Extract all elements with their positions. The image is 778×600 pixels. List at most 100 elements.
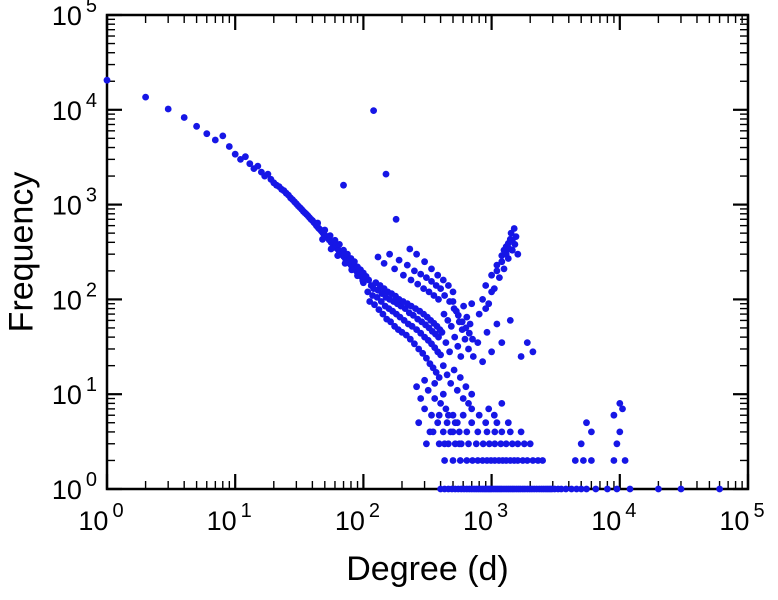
data-point [440,310,448,318]
data-point [465,400,472,407]
data-point [456,374,464,381]
data-point [219,132,227,140]
data-point [407,276,415,284]
data-point [421,258,428,266]
data-point [463,313,471,321]
data-point [421,376,428,384]
data-point [493,419,501,427]
data-point [455,428,463,436]
data-point [454,311,462,319]
data-point [423,274,430,281]
data-point [439,428,447,436]
data-point [506,317,514,324]
data-point [225,143,233,150]
data-point [370,107,377,114]
data-point [314,219,322,227]
data-point [442,405,450,413]
data-point [463,428,471,436]
data-point [459,395,467,402]
data-point [514,457,522,464]
data-point [364,288,372,296]
data-point [444,317,452,324]
data-point [506,428,514,436]
data-point [479,440,487,448]
data-point [379,310,387,318]
data-point [431,395,439,402]
data-point [331,236,339,244]
data-point [431,380,439,387]
y-tick-label: 10 0 [52,469,97,505]
data-point [500,265,508,273]
x-tick-label: 10 4 [591,500,636,536]
data-point [424,386,432,394]
data-point [474,428,482,436]
data-point [510,225,518,232]
data-point [409,311,417,319]
data-point [439,362,447,370]
data-point [400,271,407,279]
data-point [508,440,516,448]
data-point [421,405,428,413]
data-point [488,348,495,356]
data-point [460,302,467,310]
data-point [354,272,361,280]
data-point [468,390,476,398]
data-point [417,270,425,278]
data-point [482,305,490,312]
data-point [453,386,461,394]
data-point [445,282,452,289]
tick-labels: 10 0 10 1 10 2 10 3 10 4 10 5 10 0 10 1 10 2 10 3 10 4 10 5 [52,0,765,536]
data-point [458,318,466,326]
data-point [360,279,367,287]
data-point [319,235,326,243]
data-point [450,366,458,374]
data-point [428,265,435,273]
data-point [454,342,462,350]
data-point [441,457,448,464]
x-tick-label: 10 5 [719,500,764,536]
data-point [655,485,662,493]
data-point [496,274,503,281]
data-point [483,328,491,336]
data-point [435,333,442,341]
tick-marks [105,13,750,491]
data-point [387,318,394,326]
data-point [514,440,522,448]
data-point [439,390,447,398]
data-point [326,232,334,240]
data-point [365,276,373,284]
data-point [465,329,473,337]
data-point [517,428,525,436]
data-point [459,411,467,419]
data-point [613,440,621,448]
data-point [462,324,470,332]
data-point [434,271,442,279]
data-point [498,339,506,346]
y-tick-label: 10 5 [52,0,97,31]
data-point [539,457,546,464]
data-point [488,271,495,279]
data-point [493,320,501,328]
data-point [341,260,349,267]
data-point [411,267,418,275]
data-point [508,236,516,244]
data-point [592,485,600,493]
data-point [474,457,482,464]
data-point [588,428,595,436]
data-point [419,349,427,357]
data-point [482,419,490,427]
data-point [413,383,420,391]
data-point [610,411,618,419]
data-point [415,419,423,427]
data-point [439,276,447,284]
data-point [491,428,499,436]
data-point [429,428,437,436]
data-point [468,300,476,308]
data-point [451,333,459,341]
data-point [571,457,579,464]
data-point [485,405,493,413]
data-point [523,339,531,346]
data-point [498,428,506,436]
data-point [351,258,358,266]
